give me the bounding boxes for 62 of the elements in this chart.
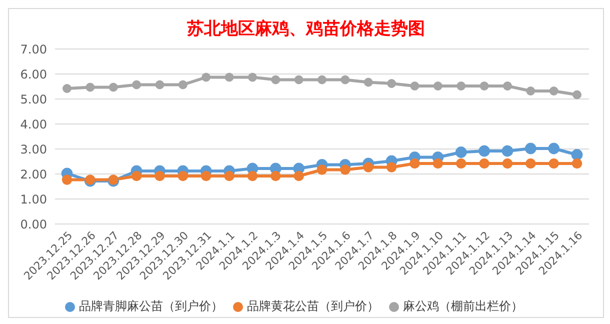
point	[62, 84, 72, 93]
point	[572, 90, 582, 100]
point	[294, 75, 304, 84]
point	[86, 82, 95, 92]
point	[178, 170, 188, 182]
point	[502, 145, 514, 157]
point	[548, 142, 560, 154]
point	[478, 145, 490, 157]
point	[340, 75, 350, 84]
point	[318, 75, 326, 84]
y-tick-label: 3.00	[20, 142, 47, 156]
point	[200, 170, 212, 182]
point	[479, 158, 490, 169]
point	[572, 158, 582, 169]
point	[224, 170, 234, 182]
point	[410, 82, 420, 90]
point	[154, 170, 165, 182]
point	[410, 158, 420, 169]
point	[340, 164, 350, 175]
point	[480, 82, 489, 90]
legend-label: 品牌黄花公苗（到户价）	[247, 299, 379, 313]
point	[433, 82, 442, 90]
point	[524, 142, 536, 154]
y-tick-label: 2.00	[20, 167, 47, 182]
y-tick-label: 1.00	[20, 192, 47, 206]
point	[364, 78, 373, 87]
point	[455, 146, 467, 158]
point	[132, 80, 142, 90]
point	[155, 80, 164, 90]
point	[131, 170, 142, 182]
point	[294, 170, 304, 182]
point	[548, 158, 559, 169]
point	[178, 80, 188, 90]
point	[526, 86, 536, 96]
point	[549, 86, 558, 96]
y-tick-label: 4.00	[20, 117, 47, 132]
point	[456, 158, 466, 169]
point	[248, 72, 257, 82]
y-tick-label: 0.00	[20, 217, 47, 232]
point	[526, 158, 536, 169]
point	[502, 82, 512, 90]
chart-title: 苏北地区麻鸡、鸡苗价格走势图	[186, 18, 426, 41]
point	[316, 164, 328, 175]
legend-label: 麻公鸡（棚前出栏价）	[403, 299, 523, 313]
y-tick-label: 5.00	[20, 92, 47, 106]
point	[502, 158, 513, 169]
y-tick-label: 6.00	[20, 67, 47, 82]
point	[387, 79, 396, 88]
legend-label: 品牌青脚麻公苗（到户价）	[79, 299, 223, 313]
point	[386, 162, 397, 172]
point	[202, 72, 211, 82]
point	[456, 82, 466, 90]
point	[247, 170, 258, 182]
point	[271, 75, 280, 84]
point	[108, 82, 118, 92]
point	[224, 72, 234, 82]
y-tick-label: 7.00	[20, 42, 47, 56]
point	[363, 162, 374, 172]
point	[432, 158, 444, 169]
point	[270, 170, 281, 182]
point	[62, 174, 72, 185]
point	[571, 149, 583, 160]
